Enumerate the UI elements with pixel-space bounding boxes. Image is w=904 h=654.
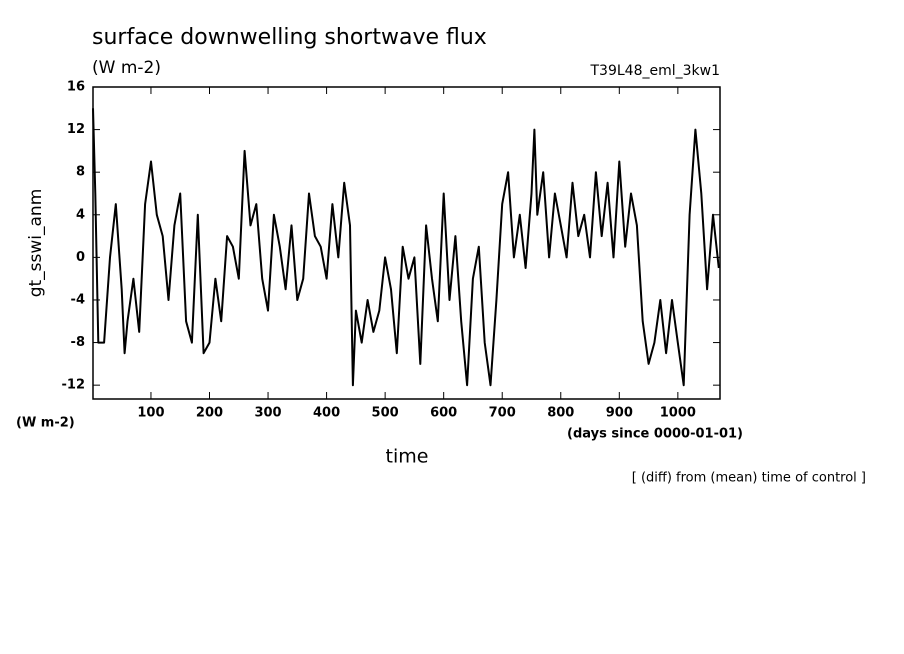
x-tick-label: 1000 [660,406,696,421]
y-tick-label: -12 [62,378,86,393]
y-unit: (W m-2) [16,416,75,431]
run-label: T39L48_eml_3kw1 [590,63,721,79]
x-tick-label: 200 [196,406,223,421]
chart-subtitle: (W m-2) [92,58,161,78]
y-tick-label: 8 [76,165,85,180]
data-line [92,108,720,387]
y-axis-label: gt_sswi_anm [26,189,46,298]
x-tick-label: 700 [489,406,516,421]
x-tick-label: 800 [547,406,574,421]
y-tick-label: 16 [67,80,85,95]
y-tick-label: 0 [76,250,85,265]
y-tick-label: 4 [76,207,85,222]
y-tick-label: 12 [67,122,85,137]
chart-title: surface downwelling shortwave flux [92,25,487,50]
x-tick-label: 100 [137,406,164,421]
x-tick-label: 300 [254,406,281,421]
plot-frame [92,86,721,400]
x-tick-label: 600 [430,406,457,421]
x-tick-label: 400 [313,406,340,421]
y-tick-label: -8 [71,335,85,350]
x-tick-label: 900 [606,406,633,421]
x-unit: (days since 0000-01-01) [567,427,743,442]
note: [ (diff) from (mean) time of control ] [632,471,866,486]
y-tick-label: -4 [71,292,85,307]
x-tick-label: 500 [372,406,399,421]
x-axis-label: time [386,446,429,468]
